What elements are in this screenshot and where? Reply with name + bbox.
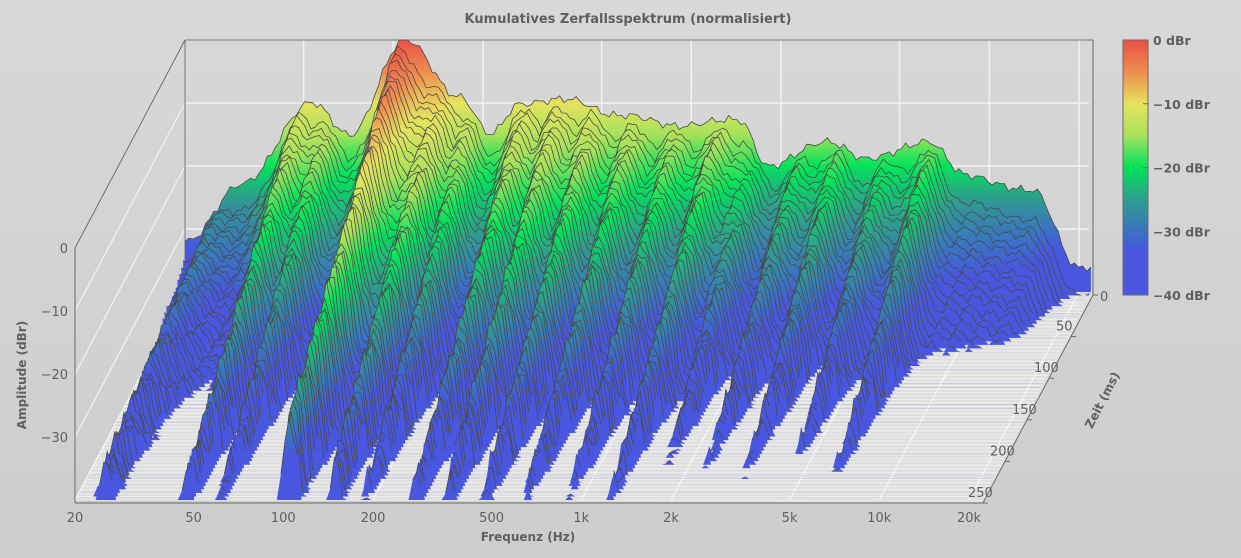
- z-tick-label: 150: [1012, 403, 1037, 418]
- decay-slice-line: [160, 127, 1018, 335]
- decay-slice-line: [167, 94, 1034, 314]
- x-tick-label: 20: [67, 511, 84, 526]
- decay-slice-line: [179, 59, 1061, 302]
- y-axis-title: Amplitude (dBr): [15, 321, 29, 429]
- x-tick-label: 500: [479, 511, 504, 526]
- decay-slice-line: [173, 80, 1048, 311]
- decay-slice-fill: [97, 338, 1004, 458]
- z-tick-label: 100: [1034, 361, 1059, 376]
- z-tick-label: 0: [1100, 290, 1108, 305]
- colorbar-label: −10 dBr: [1153, 97, 1211, 112]
- decay-slice-line: [146, 202, 901, 381]
- decay-slice-line: [175, 75, 1050, 301]
- x-axis-title: Frequenz (Hz): [481, 530, 575, 544]
- side-wall-gridline: [74, 102, 186, 312]
- z-tick-label: 250: [968, 486, 993, 501]
- decay-slice-line: [177, 69, 1059, 304]
- colorbar-label: −30 dBr: [1153, 224, 1211, 239]
- y-tick-label: 0: [60, 242, 68, 257]
- y-tick-label: −30: [41, 431, 68, 446]
- y-tick-label: −20: [41, 368, 68, 383]
- colorbar-label: −20 dBr: [1153, 161, 1211, 176]
- colorbar: 0 dBr −10 dBr −20 dBr −30 dBr −40 dBr: [1122, 33, 1211, 303]
- x-tick-label: 5k: [782, 511, 798, 526]
- side-wall-gridline: [74, 165, 186, 375]
- chart-title: Kumulatives Zerfallsspektrum (normalisie…: [465, 12, 792, 27]
- decay-slice-fill: [103, 317, 1009, 448]
- decay-slice-fill: [99, 334, 1006, 455]
- decay-slice-fill: [104, 319, 1011, 444]
- decay-slice-line: [166, 100, 1032, 324]
- axis-frame-line: [982, 294, 1094, 504]
- decay-slice-line: [164, 107, 1026, 325]
- floor-gridline: [968, 291, 1080, 501]
- x-tick-label: 2k: [663, 511, 679, 526]
- chart-axes: 20 50 100 200 500 1k 2k 5k 10k 20k 0 −10 −20 −30 0 50 10…: [41, 242, 1109, 526]
- colorbar-label: −40 dBr: [1153, 288, 1211, 303]
- z-axis-title: Zeit (ms): [1082, 370, 1122, 431]
- decay-slice-fill: [88, 373, 995, 476]
- decay-slice-fill: [91, 365, 998, 469]
- colorbar-label: 0 dBr: [1153, 33, 1192, 48]
- z-tick-label: 50: [1056, 320, 1073, 335]
- decay-slices: [75, 39, 1092, 500]
- x-tick-label: 50: [185, 511, 202, 526]
- decay-slice-fill: [93, 353, 1000, 465]
- x-tick-label: 100: [271, 511, 296, 526]
- decay-slice-line: [108, 372, 628, 476]
- x-tick-label: 1k: [573, 511, 589, 526]
- decay-slice-line: [184, 39, 1092, 272]
- decay-slice-fill: [95, 339, 1002, 462]
- x-tick-label: 200: [361, 511, 386, 526]
- decay-slice-fill: [84, 372, 991, 483]
- x-tick-label: 10k: [867, 511, 892, 526]
- side-wall-gridline: [74, 228, 186, 438]
- decay-slice-line: [181, 53, 1067, 295]
- z-tick-label: 200: [990, 444, 1015, 459]
- decay-slice-line: [144, 218, 891, 391]
- decay-slice-line: [162, 117, 1024, 332]
- decay-slice-line: [151, 187, 911, 369]
- decay-slice-line: [169, 87, 1040, 319]
- axis-frame-line: [74, 39, 186, 249]
- decay-slice-fill: [89, 367, 996, 472]
- decay-slice-line: [117, 337, 848, 458]
- decay-slice-line: [171, 84, 1046, 317]
- y-tick-label: −10: [41, 305, 68, 320]
- decay-slice-fill: [101, 319, 1008, 451]
- x-tick-label: 20k: [957, 511, 982, 526]
- decay-slice-fill: [86, 375, 993, 479]
